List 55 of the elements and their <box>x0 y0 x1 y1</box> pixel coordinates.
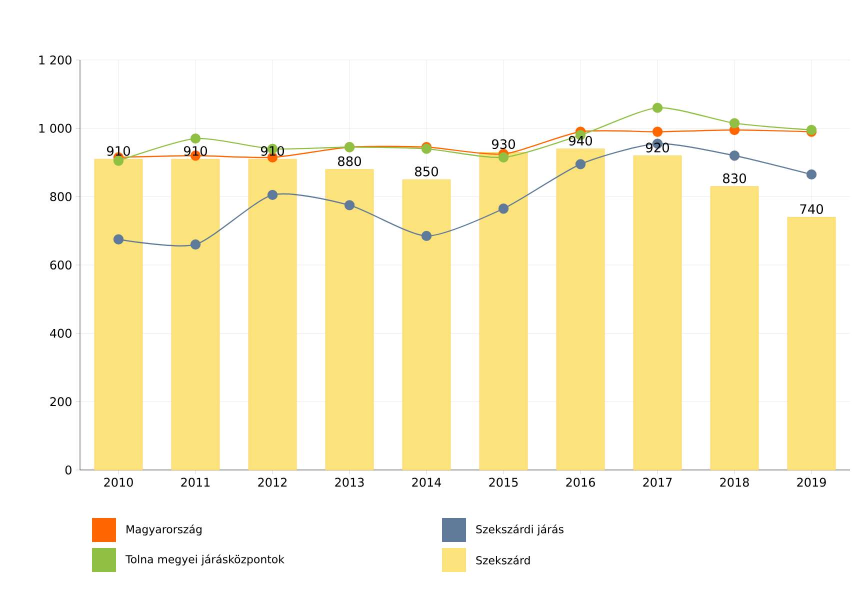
data-label: 850 <box>415 166 438 176</box>
data-label: 920 <box>646 142 669 152</box>
y-tick-label: 800 <box>50 192 72 202</box>
data-label: 740 <box>800 204 823 214</box>
data-label: 830 <box>723 173 746 184</box>
bar <box>556 148 605 470</box>
bar <box>171 158 220 470</box>
point <box>421 230 432 242</box>
bar <box>248 158 297 470</box>
point <box>652 102 663 113</box>
point <box>729 150 740 161</box>
bar <box>710 186 759 470</box>
legend-label: Magyarország <box>126 524 202 536</box>
point <box>729 118 740 128</box>
bar <box>633 155 682 470</box>
x-tick-label: 2017 <box>643 478 672 487</box>
data-label: 940 <box>568 136 592 146</box>
point <box>806 169 817 180</box>
bar <box>787 216 836 470</box>
point <box>190 133 201 144</box>
point <box>267 190 278 200</box>
x-tick-label: 2012 <box>258 478 287 487</box>
legend-label: Szekszárd <box>476 556 530 564</box>
y-tick-label: 0 <box>65 465 72 475</box>
y-tick-label: 1 200 <box>39 55 72 65</box>
data-label: 910 <box>106 146 130 156</box>
point <box>575 159 586 170</box>
point <box>498 204 509 214</box>
x-tick-label: 2014 <box>412 478 442 487</box>
bar <box>402 179 451 470</box>
bar <box>479 152 528 470</box>
point <box>652 126 663 137</box>
y-tick-label: 1 000 <box>39 124 72 133</box>
legend-label: Tolna megyei járásközpontok <box>125 554 284 566</box>
point <box>113 156 124 166</box>
y-tick-label: 200 <box>50 397 72 406</box>
point <box>498 152 509 162</box>
point <box>344 200 355 210</box>
data-label: 880 <box>338 156 361 166</box>
data-label: 910 <box>184 146 207 156</box>
point <box>190 239 201 250</box>
x-tick-label: 2010 <box>104 478 133 487</box>
bar <box>325 169 374 470</box>
bar <box>94 158 143 470</box>
data-label: 930 <box>492 139 515 150</box>
y-tick-label: 400 <box>50 328 72 338</box>
x-tick-label: 2016 <box>566 478 595 487</box>
x-tick-label: 2013 <box>335 478 364 487</box>
x-tick-label: 2019 <box>797 478 826 487</box>
x-tick-label: 2015 <box>489 478 518 487</box>
point <box>113 234 124 244</box>
legend-label: Szekszárdi járás <box>476 524 564 536</box>
x-tick-label: 2018 <box>720 478 749 487</box>
y-tick-label: 600 <box>50 260 72 270</box>
x-tick-label: 2011 <box>181 478 210 487</box>
